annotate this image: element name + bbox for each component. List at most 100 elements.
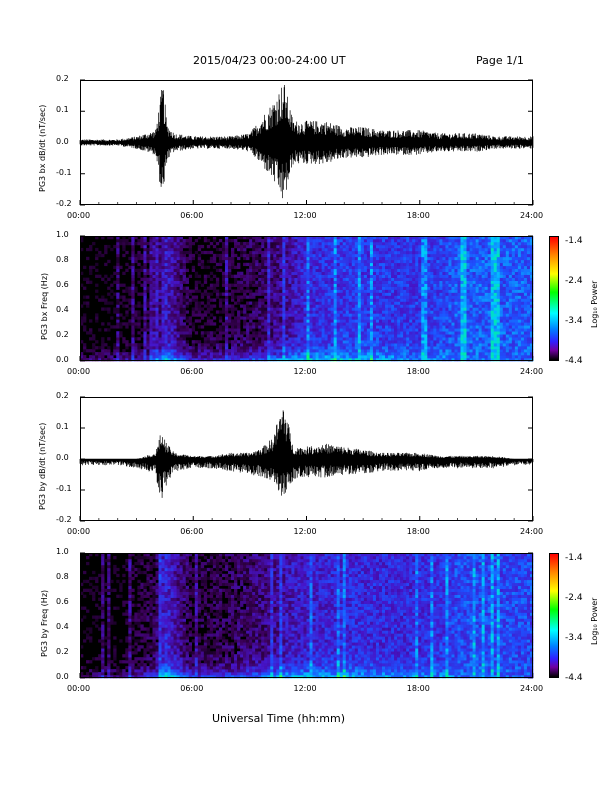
spectrogram-cell: [478, 331, 482, 335]
spectrogram-cell: [267, 289, 271, 293]
spectrogram-cell: [170, 301, 174, 305]
spectrogram-cell: [252, 310, 256, 314]
spectrogram-cell: [445, 340, 449, 344]
spectrogram-cell: [369, 328, 374, 332]
spectrogram-cell: [415, 265, 419, 270]
spectrogram-cell: [354, 241, 359, 246]
spectrogram-cell: [385, 352, 389, 356]
spectrogram-cell: [369, 265, 374, 270]
spectrogram-cell: [333, 355, 337, 359]
spectrogram-cell: [143, 349, 147, 353]
spectrogram-cell: [360, 355, 365, 359]
spectrogram-cell: [378, 337, 383, 341]
spectrogram-cell: [478, 298, 482, 302]
spectrogram-cell: [143, 304, 147, 308]
spectrogram-cell: [430, 244, 434, 249]
spectrogram-cell: [363, 262, 368, 267]
spectrogram-cell: [409, 277, 413, 281]
spectrogram-cell: [427, 262, 431, 267]
spectrogram-cell: [243, 337, 247, 341]
spectrogram-cell: [149, 340, 153, 344]
spectrogram-cell: [234, 244, 238, 249]
spectrogram-cell: [372, 236, 377, 240]
spectrogram-cell: [342, 274, 347, 278]
spectrogram-cell: [351, 298, 356, 302]
spectrogram-cell: [382, 236, 386, 240]
spectrogram-cell: [433, 355, 437, 359]
spectrogram-cell: [412, 304, 416, 308]
spectrogram-cell: [415, 241, 419, 246]
spectrogram-cell: [415, 289, 419, 293]
spectrogram-cell: [412, 292, 416, 296]
spectrogram-cell: [463, 271, 467, 275]
spectrogram-cell: [439, 247, 443, 252]
spectrogram-cell: [451, 295, 455, 299]
spectrogram-cell: [140, 349, 144, 353]
spectrogram-cell: [252, 325, 256, 329]
spectrogram-cell: [303, 280, 307, 284]
spectrogram-cell: [309, 319, 313, 323]
spectrogram-cell: [454, 310, 458, 314]
spectrogram-cell: [164, 310, 168, 314]
spectrogram-cell: [363, 241, 368, 246]
spectrogram-cell: [158, 244, 162, 249]
spectrogram-cell: [321, 316, 325, 320]
spectrogram-cell: [391, 316, 395, 320]
spectrogram-cell: [173, 334, 177, 338]
spectrogram-cell: [243, 244, 247, 249]
spectrogram-cell: [327, 358, 331, 362]
spectrogram-cell: [360, 289, 365, 293]
spectrogram-cell: [170, 319, 174, 323]
spectrogram-cell: [197, 307, 202, 311]
spectrogram-cell: [433, 292, 437, 296]
spectrogram-cell: [439, 244, 443, 249]
spectrogram-cell: [460, 319, 464, 323]
spectrogram-cell: [252, 340, 256, 344]
spectrogram-cell: [378, 349, 383, 353]
spectrogram-cell: [167, 238, 171, 243]
spectrogram-cell: [448, 274, 452, 278]
spectrogram-cell: [448, 292, 452, 296]
spectrogram-cell: [336, 277, 341, 281]
spectrogram-cell: [297, 349, 301, 353]
spectrogram-cell: [333, 316, 337, 320]
spectrogram-cell: [442, 319, 446, 323]
spectrogram-cell: [466, 352, 470, 356]
colorbar-by-tick: -1.4: [565, 553, 583, 563]
spectrogram-cell: [191, 343, 196, 347]
spectrogram-cell: [427, 349, 431, 353]
spectrogram-cell: [143, 313, 147, 317]
spectrogram-cell: [200, 349, 205, 353]
spectrogram-cell: [357, 283, 362, 287]
spectrogram-cell: [300, 334, 304, 338]
spectrogram-cell: [478, 304, 482, 308]
spectrogram-cell: [436, 304, 440, 308]
spectrogram-cell: [348, 313, 353, 317]
spectrogram-cell: [345, 244, 350, 249]
spectrogram-cell: [348, 247, 353, 252]
spectrogram-cell: [167, 346, 171, 350]
spectrogram-cell: [264, 349, 268, 353]
spectrogram-cell: [237, 331, 241, 335]
spectrogram-cell: [179, 358, 183, 362]
spectrogram-cell: [303, 256, 307, 261]
spectrogram-cell: [276, 322, 280, 326]
spectrogram-cell: [400, 316, 404, 320]
spectrogram-cell: [454, 358, 458, 362]
spectrogram-cell: [412, 236, 416, 240]
spectrogram-cell: [276, 331, 280, 335]
spectrogram-cell: [321, 295, 325, 299]
spectrogram-cell: [487, 301, 492, 305]
spectrogram-cell: [185, 352, 190, 356]
spectrogram-cell: [294, 247, 298, 252]
spectrogram-cell: [188, 316, 193, 320]
spectrogram-cell: [312, 313, 316, 317]
spectrogram-cell: [297, 340, 301, 344]
spectrogram-cell: [215, 343, 220, 347]
spectrogram-cell: [309, 316, 313, 320]
spectrogram-cell: [131, 256, 135, 261]
spectrogram-cell: [101, 277, 105, 281]
spectrogram-cell: [348, 346, 353, 350]
spectrogram-cell: [439, 331, 443, 335]
spectrogram-cell: [291, 259, 295, 264]
